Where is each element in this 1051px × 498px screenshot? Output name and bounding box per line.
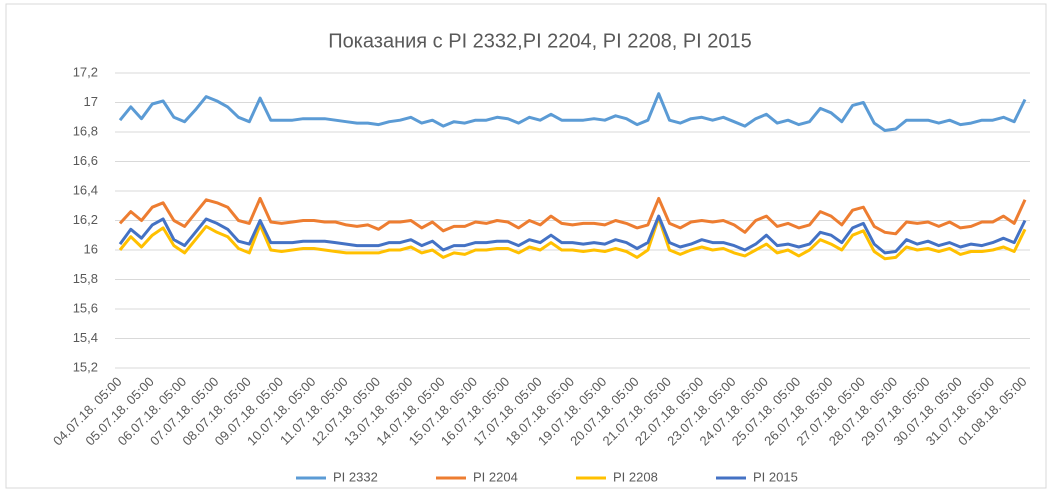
y-tick-label: 15,8 (73, 271, 98, 286)
legend-label: PI 2332 (333, 469, 378, 484)
y-tick-label: 16,8 (73, 123, 98, 138)
y-tick-label: 16,6 (73, 153, 98, 168)
chart-title: Показания с PI 2332,PI 2204, PI 2208, PI… (328, 30, 752, 52)
y-tick-label: 16 (84, 241, 98, 256)
series-line (118, 214, 1027, 255)
series-line (118, 216, 1027, 261)
legend-label: PI 2015 (753, 469, 798, 484)
y-tick-label: 17,2 (73, 64, 98, 79)
legend-label: PI 2208 (613, 469, 658, 484)
y-tick-label: 17 (84, 94, 98, 109)
series-line (118, 92, 1027, 132)
legend-label: PI 2204 (473, 469, 518, 484)
y-tick-label: 15,2 (73, 359, 98, 374)
y-tick-label: 15,4 (73, 330, 98, 345)
y-tick-label: 16,4 (73, 182, 98, 197)
y-tick-label: 16,2 (73, 212, 98, 227)
y-tick-label: 15,6 (73, 300, 98, 315)
series-line (118, 196, 1027, 236)
